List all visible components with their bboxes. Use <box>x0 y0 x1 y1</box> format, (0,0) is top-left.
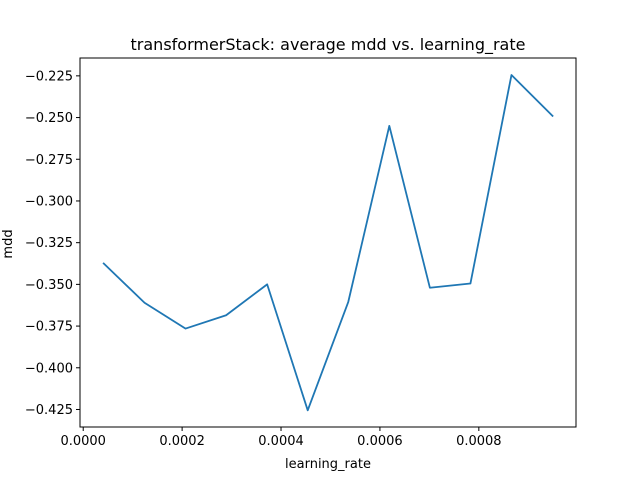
y-tick-label: −0.325 <box>25 236 73 251</box>
y-axis: −0.425 −0.400 −0.375 −0.350 −0.325 −0.300 −0.2… <box>25 69 80 418</box>
plot-area <box>79 57 577 428</box>
x-axis: 0.0000 0.0002 0.0004 0.0006 0.0008 <box>60 427 502 449</box>
y-tick-label: −0.225 <box>25 69 73 84</box>
y-axis-label: mdd <box>1 229 16 258</box>
y-tick-label: −0.275 <box>25 153 73 168</box>
y-tick-label: −0.300 <box>25 194 73 209</box>
series-line-0 <box>102 74 554 412</box>
x-tick-label: 0.0000 <box>60 434 106 449</box>
x-tick-label: 0.0004 <box>258 434 304 449</box>
y-tick-label: −0.350 <box>25 278 73 293</box>
x-tick-label: 0.0008 <box>456 434 502 449</box>
axes-frame <box>79 57 577 428</box>
y-tick-label: −0.425 <box>25 403 73 418</box>
x-tick-label: 0.0006 <box>357 434 403 449</box>
y-tick-label: −0.400 <box>25 361 73 376</box>
x-axis-label: learning_rate <box>285 457 371 472</box>
chart-title: transformerStack: average mdd vs. learni… <box>131 35 526 55</box>
y-tick-label: −0.375 <box>25 320 73 335</box>
y-tick-label: −0.250 <box>25 111 73 126</box>
x-tick-label: 0.0002 <box>159 434 205 449</box>
